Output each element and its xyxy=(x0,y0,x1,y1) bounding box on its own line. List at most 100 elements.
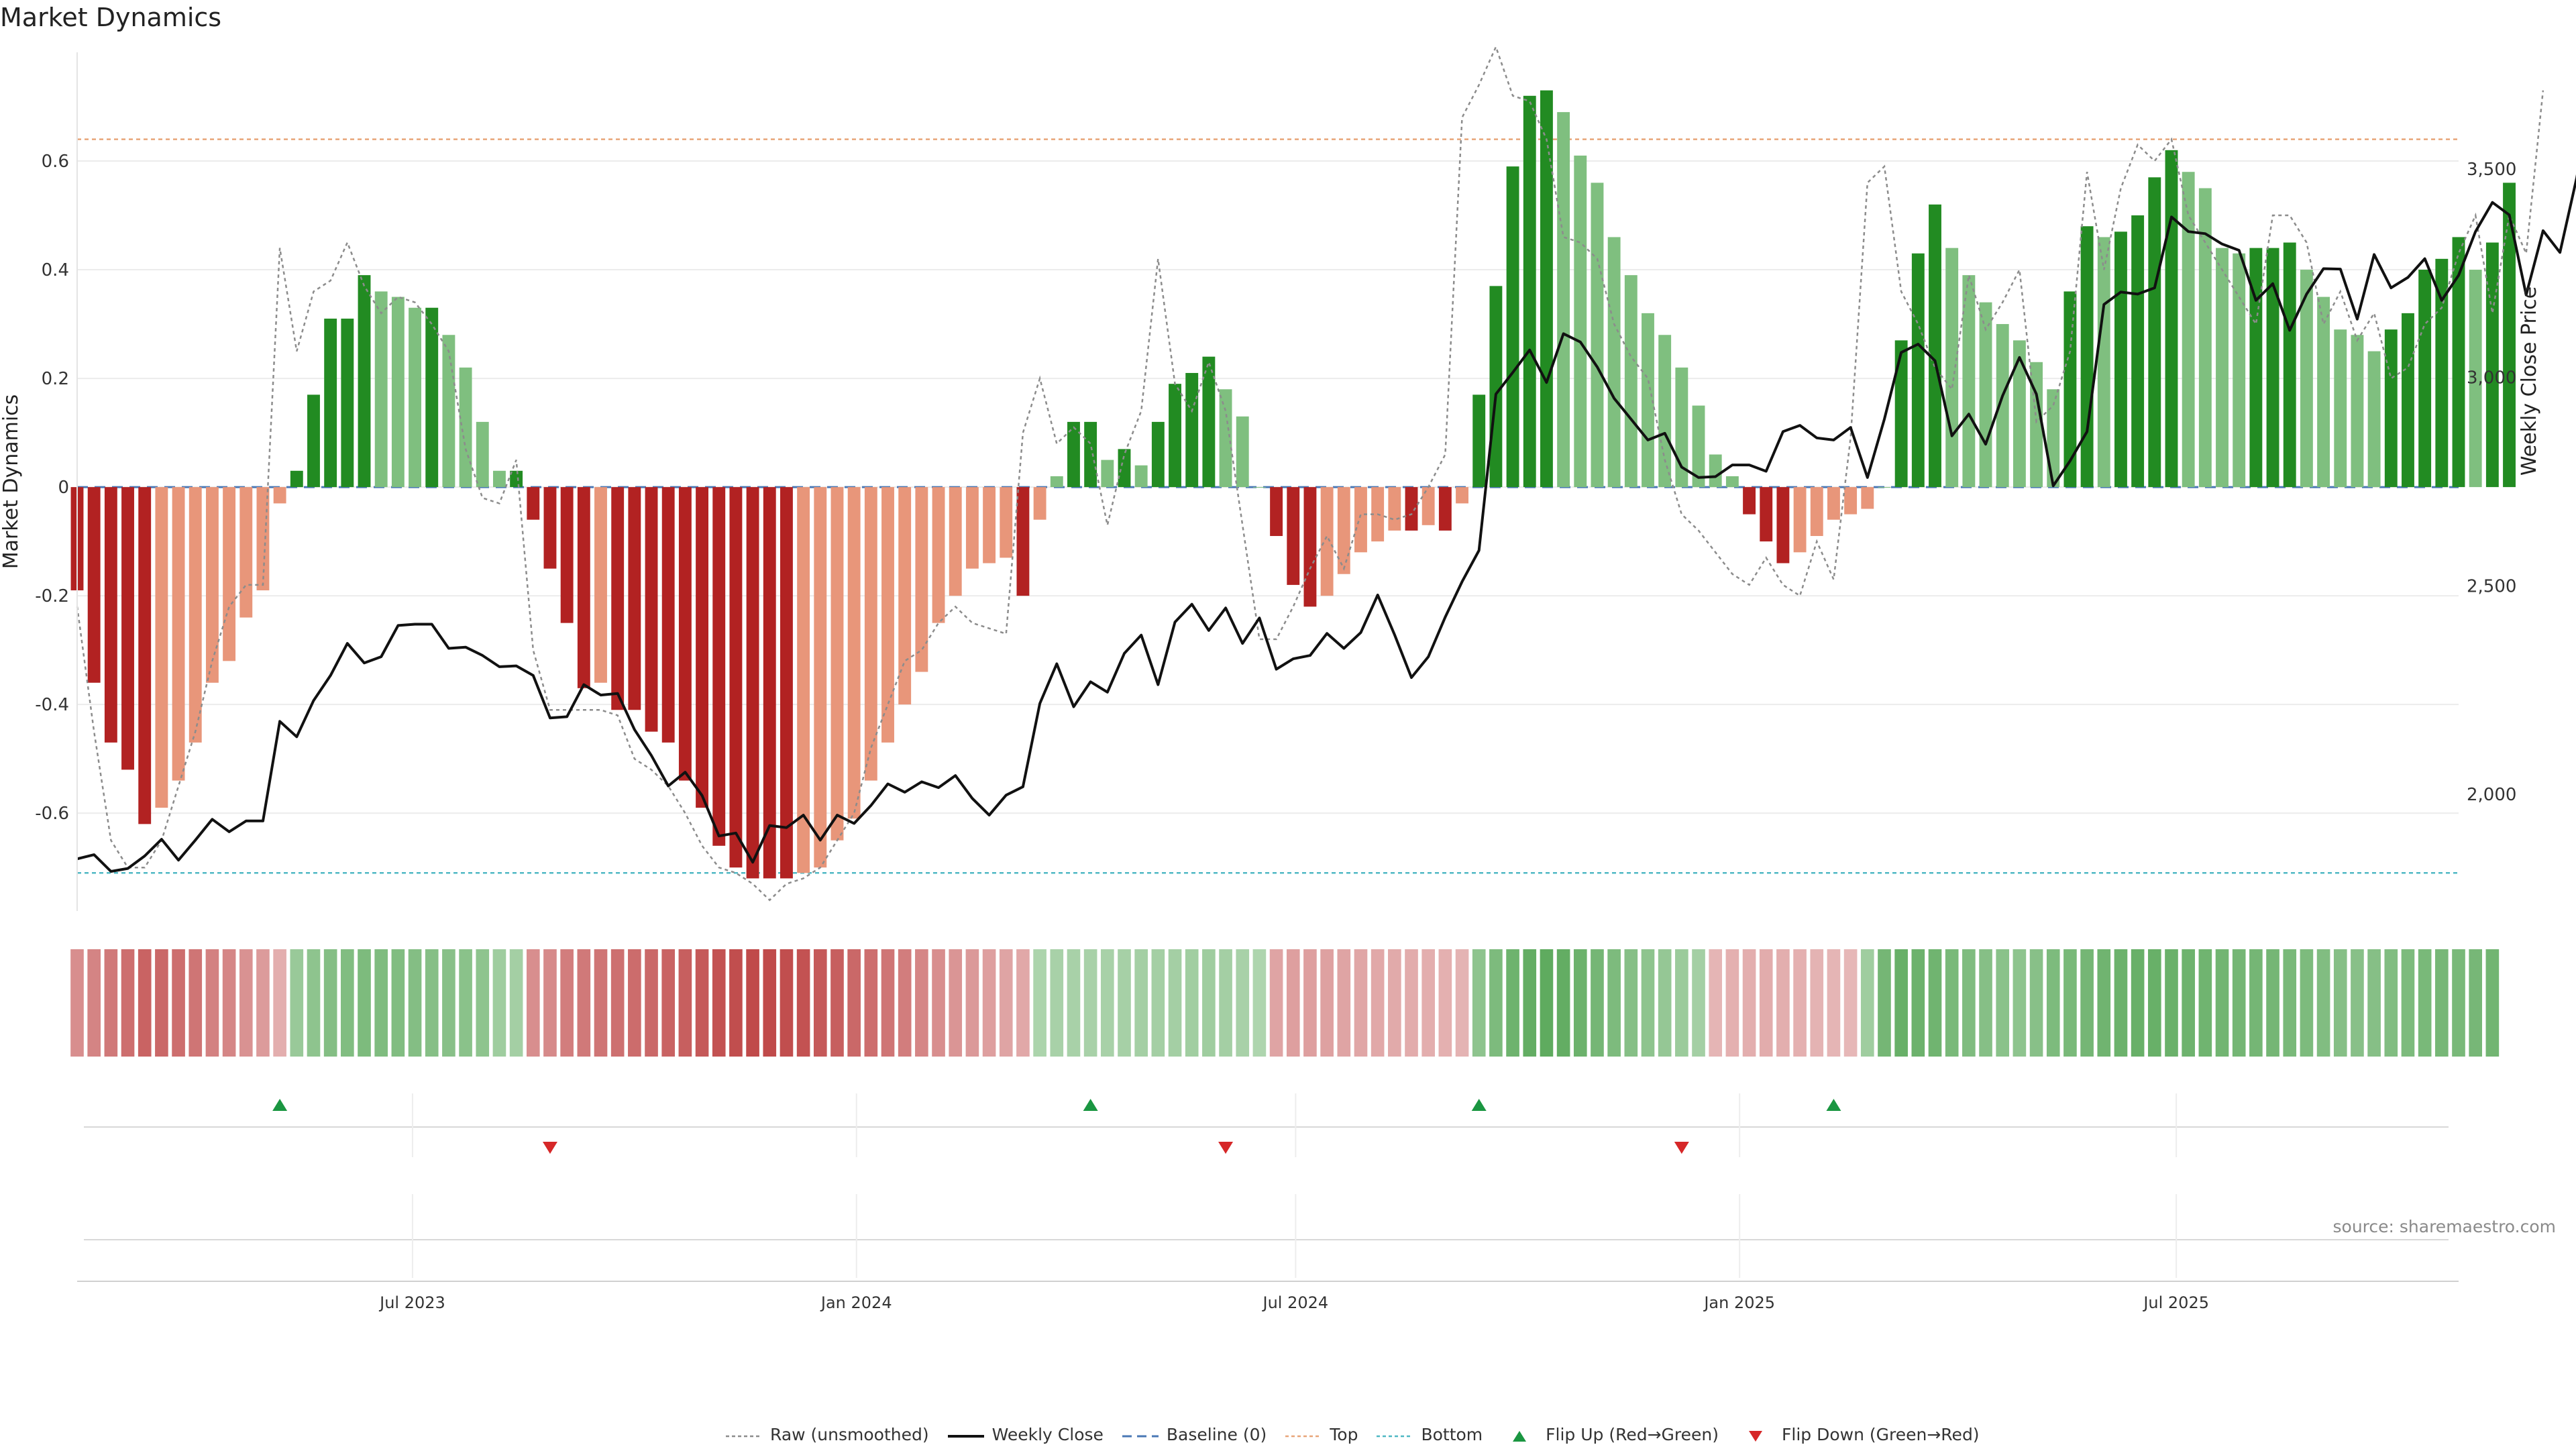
heatmap-cell xyxy=(610,949,625,1057)
dynamics-bar xyxy=(459,367,472,488)
source-note: source: sharemaestro.com xyxy=(2332,1217,2557,1236)
heatmap-cell xyxy=(1337,949,1351,1057)
heatmap-cell xyxy=(1776,949,1790,1057)
dynamics-bar xyxy=(1574,155,1587,488)
dynamics-bar xyxy=(492,470,506,488)
flip-up-marker xyxy=(1083,1099,1098,1111)
x-axis: Jul 2023 Jan 2024 Jul 2024 Jan 2025 Jul 2025 xyxy=(77,1281,2459,1312)
dynamics-bar xyxy=(1033,487,1046,520)
heatmap-cell xyxy=(1050,949,1064,1057)
dynamics-bar xyxy=(2233,253,2246,488)
dynamics-heatmap-strip xyxy=(70,949,2500,1057)
heatmap-cell xyxy=(1827,949,1841,1057)
heatmap-cell xyxy=(1438,949,1452,1057)
heatmap-cell xyxy=(932,949,945,1057)
dynamics-bar xyxy=(696,487,709,808)
close-series xyxy=(76,174,2576,873)
dynamics-bar xyxy=(87,487,101,683)
dynamics-bar xyxy=(2334,329,2347,488)
heatmap-cell xyxy=(374,949,388,1057)
x-tick-label: Jan 2025 xyxy=(1703,1293,1775,1312)
dynamics-bar xyxy=(1084,421,1097,488)
heatmap-cell xyxy=(1979,949,1992,1057)
heatmap-cell xyxy=(2367,949,2381,1057)
heatmap-cell xyxy=(1810,949,1824,1057)
heatmap-cell xyxy=(712,949,726,1057)
heatmap-cell xyxy=(1405,949,1418,1057)
heatmap-cell xyxy=(695,949,709,1057)
heatmap-cell xyxy=(915,949,928,1057)
flip-down-marker xyxy=(1218,1142,1234,1154)
heatmap-cell xyxy=(2316,949,2330,1057)
heatmap-cell xyxy=(881,949,895,1057)
heatmap-cell xyxy=(1236,949,1250,1057)
dynamics-bar xyxy=(797,487,810,873)
dynamics-bar xyxy=(1405,487,1418,531)
dynamics-bar xyxy=(2165,150,2178,488)
dynamics-bar xyxy=(1894,340,1908,488)
dynamics-bar xyxy=(104,487,117,743)
heatmap-cell xyxy=(222,949,236,1057)
heatmap-cell xyxy=(509,949,523,1057)
heatmap-cell xyxy=(1320,949,1334,1057)
dynamics-bar xyxy=(712,487,726,846)
dynamics-bar xyxy=(1929,204,1941,488)
heatmap-cell xyxy=(70,949,84,1057)
dynamics-bar xyxy=(1760,487,1773,542)
heatmap-cell xyxy=(138,949,152,1057)
heatmap-cell xyxy=(391,949,405,1057)
legend-swatch-baseline xyxy=(1121,1428,1160,1441)
legend-label: Raw (unsmoothed) xyxy=(770,1424,929,1444)
heatmap-cell xyxy=(1506,949,1519,1057)
heatmap-cell xyxy=(492,949,506,1057)
heatmap-cell xyxy=(628,949,641,1057)
legend-item-top: Top xyxy=(1284,1425,1358,1444)
legend-label: Bottom xyxy=(1421,1424,1483,1444)
dynamics-bar xyxy=(847,487,861,819)
dynamics-bar xyxy=(1270,487,1283,537)
heatmap-cell xyxy=(678,949,692,1057)
dynamics-bar xyxy=(932,487,945,623)
heatmap-cell xyxy=(256,949,270,1057)
heatmap-cell xyxy=(2485,949,2500,1057)
legend-swatch-flip-up xyxy=(1500,1428,1539,1442)
heatmap-cell xyxy=(1573,949,1587,1057)
dynamics-bar xyxy=(442,335,455,488)
legend-label: Baseline (0) xyxy=(1166,1424,1267,1444)
dynamics-bar xyxy=(915,487,928,672)
x-tick-label: Jul 2024 xyxy=(1262,1293,1329,1312)
heatmap-cell xyxy=(982,949,996,1057)
heatmap-cell xyxy=(1252,949,1267,1057)
dynamics-bar xyxy=(1421,487,1435,525)
dynamics-bar xyxy=(628,487,641,710)
dynamics-bar xyxy=(1962,275,1976,488)
dynamics-bar xyxy=(830,487,844,841)
heatmap-cell xyxy=(830,949,844,1057)
heatmap-cell xyxy=(1556,949,1570,1057)
legend-item-close: Weekly Close xyxy=(947,1425,1104,1444)
heatmap-cell xyxy=(2283,949,2297,1057)
heatmap-cell xyxy=(1759,949,1773,1057)
heatmap-cell xyxy=(2435,949,2449,1057)
heatmap-cell xyxy=(2198,949,2212,1057)
reference-levels xyxy=(77,138,2459,874)
heatmap-cell xyxy=(1455,949,1469,1057)
heatmap-cell xyxy=(729,949,743,1057)
heatmap-cell xyxy=(526,949,540,1057)
dynamics-bar xyxy=(1388,487,1401,531)
dynamics-bar xyxy=(1675,367,1688,488)
dynamics-bar xyxy=(1169,384,1181,488)
dynamics-bar xyxy=(155,487,168,808)
dynamics-bar xyxy=(2485,242,2499,488)
heatmap-cell xyxy=(1354,949,1368,1057)
dynamics-bars xyxy=(70,90,2516,879)
heatmap-cell xyxy=(2046,949,2060,1057)
heatmap-cell xyxy=(2131,949,2145,1057)
dynamics-bar xyxy=(1456,487,1468,504)
heatmap-cell xyxy=(1118,949,1131,1057)
dynamics-bar xyxy=(1793,487,1807,553)
x-tick-label: Jul 2023 xyxy=(378,1293,445,1312)
dynamics-bar xyxy=(949,487,962,596)
legend-item-baseline: Baseline (0) xyxy=(1121,1425,1267,1444)
dynamics-bar xyxy=(1725,476,1739,488)
